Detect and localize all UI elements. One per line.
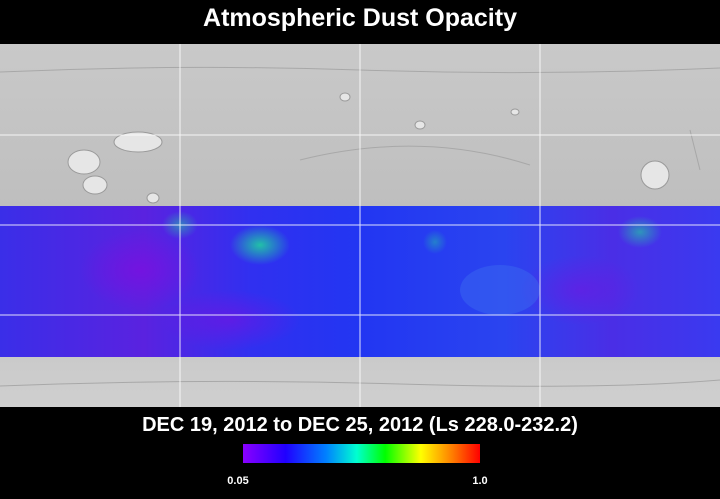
title: Atmospheric Dust Opacity	[203, 4, 517, 32]
graticule	[0, 44, 720, 407]
colorbar-min-label: 0.05	[227, 475, 248, 487]
date-range: DEC 19, 2012 to DEC 25, 2012 (Ls 228.0-2…	[142, 414, 578, 436]
colorbar-max-label: 1.0	[472, 475, 487, 487]
dust-patches	[80, 211, 662, 350]
terrain-features	[67, 92, 670, 204]
colorbar	[243, 444, 480, 463]
